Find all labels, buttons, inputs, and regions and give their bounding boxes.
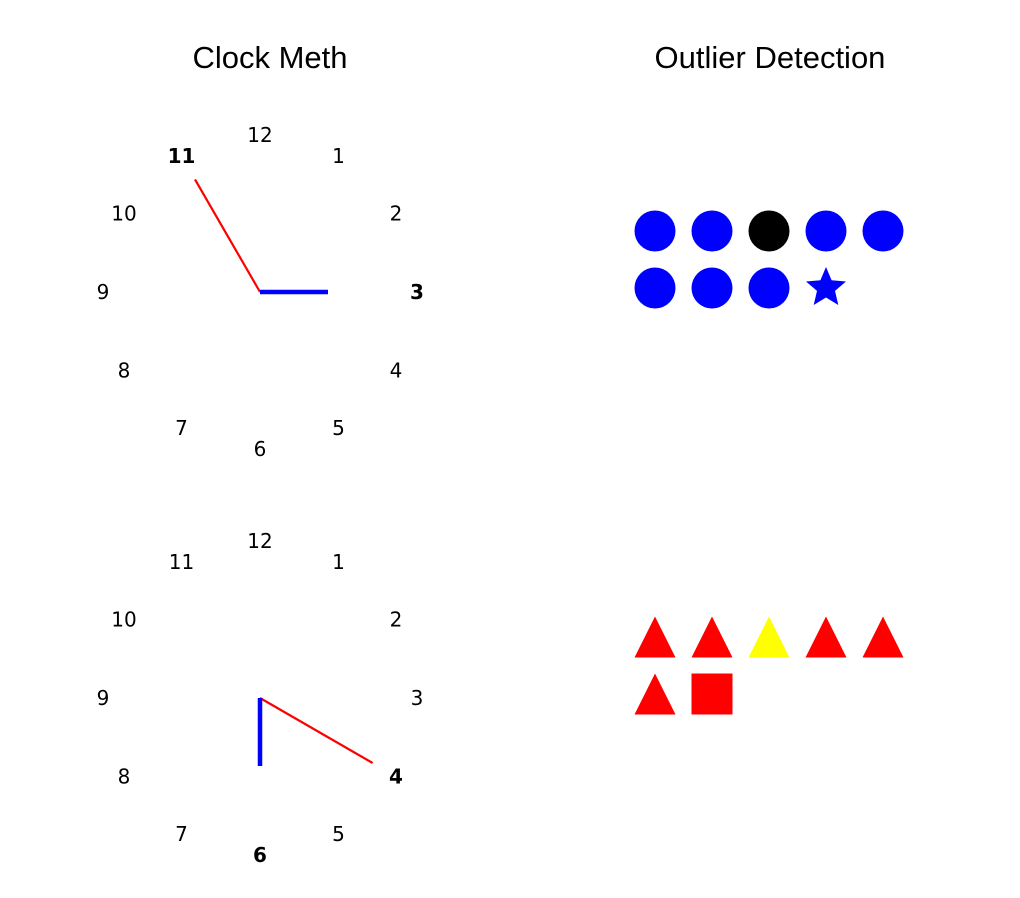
red-triangle-marker: [634, 673, 676, 715]
clock-number-9: 9: [97, 280, 110, 304]
blue-circle-marker: [691, 210, 733, 252]
clock-number-11: 11: [169, 550, 194, 574]
yellow-triangle-marker: [748, 616, 790, 658]
outlier-group-circles: [634, 210, 904, 309]
red-triangle-marker: [634, 616, 676, 658]
red-triangle-marker: [805, 616, 847, 658]
clock-number-6: 6: [254, 437, 267, 461]
red-square-marker: [691, 673, 733, 715]
red-triangle-marker: [862, 616, 904, 658]
clock-number-3: 3: [411, 686, 424, 710]
clock-number-11: 11: [168, 144, 196, 168]
clock-number-5: 5: [332, 822, 345, 846]
clock-number-10: 10: [111, 608, 136, 632]
blue-circle-marker: [748, 267, 790, 309]
clock-number-7: 7: [175, 822, 188, 846]
blue-circle-marker: [634, 267, 676, 309]
clock-number-8: 8: [118, 765, 131, 789]
blue-circle-marker: [805, 210, 847, 252]
blue-star-marker: [806, 267, 846, 305]
clock-number-12: 12: [247, 123, 272, 147]
clock-number-1: 1: [332, 550, 345, 574]
clock-panel-title: Clock Meth: [192, 40, 348, 75]
clock-number-7: 7: [175, 416, 188, 440]
clock-number-8: 8: [118, 359, 131, 383]
blue-circle-marker: [862, 210, 904, 252]
red-triangle-marker: [691, 616, 733, 658]
clock-number-3: 3: [410, 280, 424, 304]
clock-number-1: 1: [332, 144, 345, 168]
clock-number-2: 2: [390, 608, 403, 632]
minute-hand: [194, 178, 261, 293]
clock-number-6: 6: [253, 843, 267, 867]
blue-circle-marker: [691, 267, 733, 309]
black-circle-marker: [748, 210, 790, 252]
clock-number-4: 4: [390, 359, 403, 383]
blue-circle-marker: [634, 210, 676, 252]
outlier-panel-title: Outlier Detection: [654, 40, 886, 75]
clock-number-4: 4: [389, 765, 403, 789]
clock-number-9: 9: [97, 686, 110, 710]
minute-hand: [259, 697, 374, 764]
outlier-group-triangles: [634, 616, 904, 715]
clock-number-12: 12: [247, 529, 272, 553]
clock-number-2: 2: [390, 202, 403, 226]
clock-number-5: 5: [332, 416, 345, 440]
clock-number-10: 10: [111, 202, 136, 226]
